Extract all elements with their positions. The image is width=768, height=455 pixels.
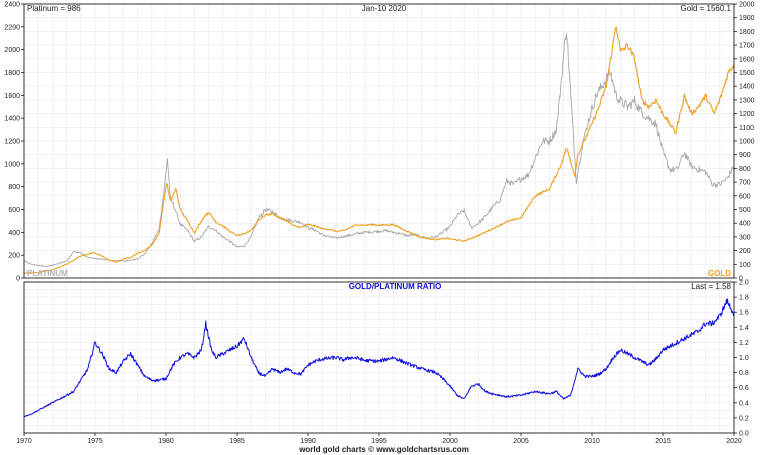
gold-line: [23, 26, 735, 274]
gold-tick-label: 500: [739, 207, 751, 214]
ratio-title: GOLD/PLATINUM RATIO: [349, 282, 442, 291]
ratio-tick-label: 1.2: [739, 340, 749, 347]
platinum-tick-label: 1000: [4, 161, 20, 168]
gold-platinum-ratio-line: [23, 298, 735, 417]
gold-series-label: GOLD: [708, 269, 731, 278]
platinum-tick-label: 200: [8, 253, 20, 260]
top-panel-series: [23, 26, 735, 274]
platinum-tick-label: 1200: [4, 139, 20, 146]
platinum-tick-label: 600: [8, 207, 20, 214]
ratio-tick-label: 0.2: [739, 415, 749, 422]
gold-tick-label: 300: [739, 234, 751, 241]
gold-tick-label: 2000: [739, 2, 755, 9]
gold-tick-label: 900: [739, 152, 751, 159]
year-tick-label: 2000: [442, 438, 458, 445]
platinum-axis: 0 200 400 600 800 1000 1200 1400 1600 1800 2000 220…: [4, 2, 24, 283]
year-tick-label: 2010: [584, 438, 600, 445]
gold-tick-label: 1900: [739, 15, 755, 22]
year-tick-label: 1985: [229, 438, 245, 445]
ratio-tick-label: 1.0: [739, 355, 749, 362]
gold-tick-label: 1100: [739, 125, 754, 132]
gold-tick-label: 1500: [739, 70, 755, 77]
platinum-tick-label: 2200: [4, 24, 20, 31]
gold-tick-label: 1000: [739, 139, 755, 146]
platinum-tick-label: 0: [16, 276, 20, 283]
ratio-last-label: Last = 1.58: [691, 282, 731, 291]
ratio-tick-label: 1.6: [739, 310, 749, 317]
year-tick-label: 2015: [655, 438, 671, 445]
gold-tick-label: 1700: [739, 43, 755, 50]
gold-tick-label: 0: [739, 276, 743, 283]
ratio-tick-label: 1.8: [739, 295, 749, 302]
gold-tick-label: 1300: [739, 97, 755, 104]
platinum-tick-label: 800: [8, 184, 20, 191]
platinum-tick-label: 2400: [4, 2, 20, 9]
platinum-tick-label: 2000: [4, 47, 20, 54]
year-tick-label: 2020: [726, 438, 742, 445]
ratio-tick-label: 1.4: [739, 325, 749, 332]
platinum-tick-label: 1400: [4, 116, 20, 123]
ratio-tick-label: 0.4: [739, 400, 749, 407]
year-axis: 1970 1975 1980 1985 1990 1995 2000 2005 2010 2015…: [16, 433, 742, 445]
platinum-line: [23, 33, 735, 268]
gold-tick-label: 1600: [739, 56, 755, 63]
gold-tick-label: 1200: [739, 111, 755, 118]
year-tick-label: 1980: [158, 438, 174, 445]
year-tick-label: 1995: [371, 438, 387, 445]
ratio-tick-label: 0.6: [739, 385, 749, 392]
year-tick-label: 1990: [300, 438, 316, 445]
gold-tick-label: 1400: [739, 84, 755, 91]
gold-tick-label: 700: [739, 180, 751, 187]
ratio-tick-label: 2.0: [739, 280, 749, 287]
gold-tick-label: 200: [739, 248, 751, 255]
bottom-panel-series: [23, 298, 735, 417]
platinum-tick-label: 1600: [4, 93, 20, 100]
platinum-tick-label: 1800: [4, 70, 20, 77]
gold-tick-label: 100: [739, 262, 751, 269]
platinum-series-label: PLATINUM: [27, 269, 68, 278]
ratio-axis: 0.0 0.2 0.4 0.6 0.8 1.0 1.2 1.4 1.6 1.8 2.0: [734, 280, 749, 438]
gold-tick-label: 800: [739, 166, 751, 173]
top-panel-grid: [23, 3, 735, 279]
gold-tick-label: 600: [739, 193, 751, 200]
gold-price-label: Gold = 1560.1: [681, 4, 732, 13]
gold-axis: 0 100 200 300 400 500 600 700 800 900 1000 1100 1200…: [734, 2, 755, 283]
date-label: Jan-10 2020: [362, 4, 407, 13]
platinum-price-label: Platinum = 986: [27, 4, 81, 13]
year-tick-label: 2005: [513, 438, 529, 445]
ratio-tick-label: 0.8: [739, 370, 749, 377]
bottom-panel-grid: [23, 281, 735, 434]
ratio-tick-label: 0.0: [739, 431, 749, 438]
year-tick-label: 1975: [87, 438, 103, 445]
footer-credit: world gold charts © www.goldchartsrus.co…: [298, 445, 469, 454]
gold-tick-label: 400: [739, 221, 751, 228]
platinum-tick-label: 400: [8, 230, 20, 237]
year-tick-label: 1970: [16, 438, 32, 445]
gold-tick-label: 1800: [739, 29, 755, 36]
